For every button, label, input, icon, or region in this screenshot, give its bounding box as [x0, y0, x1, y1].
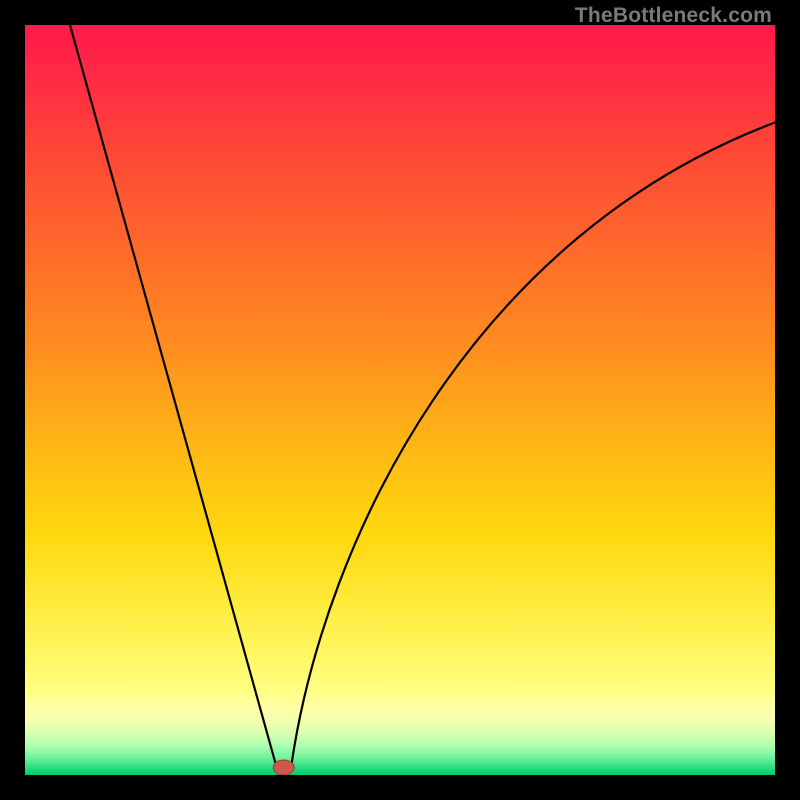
gradient-background — [25, 25, 775, 775]
watermark-text: TheBottleneck.com — [575, 4, 772, 28]
minimum-marker — [273, 760, 294, 775]
plot-area — [25, 25, 775, 775]
chart-container: TheBottleneck.com — [0, 0, 800, 800]
